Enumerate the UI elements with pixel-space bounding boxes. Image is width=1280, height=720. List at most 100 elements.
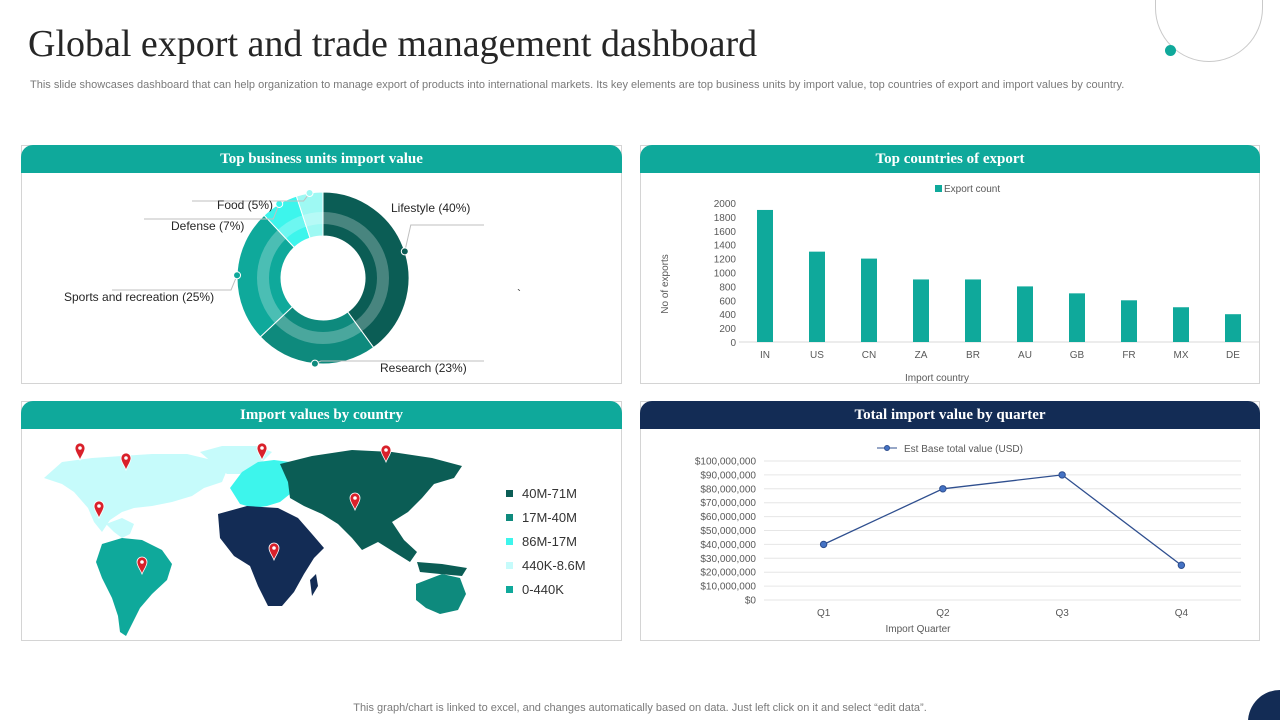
map-pin-center [78, 446, 82, 450]
bar-x-axis-title: Import country [905, 373, 969, 384]
line-x-tick-label: Q3 [1055, 608, 1069, 619]
map-pin-center [260, 446, 264, 450]
business-units-donut-chart[interactable]: ` Lifestyle (40%) Research (23%) Sports an… [22, 146, 623, 385]
donut-inner-ring [257, 212, 389, 344]
donut-slice[interactable] [295, 191, 324, 239]
line-x-tick-label: Q1 [817, 608, 831, 619]
line-point[interactable] [819, 540, 828, 549]
legend-swatch [506, 586, 513, 593]
bar-y-tick-label: 1200 [714, 255, 737, 266]
map-south-america[interactable] [96, 538, 172, 636]
bar[interactable] [757, 209, 773, 342]
map-southeast-asia[interactable] [417, 562, 467, 576]
bar-y-tick-label: 600 [719, 296, 736, 307]
donut-slice[interactable] [236, 214, 295, 338]
line-y-tick-label: $30,000,000 [700, 554, 756, 565]
bar-y-tick-label: 1600 [714, 227, 737, 238]
line-x-tick-label: Q2 [936, 608, 950, 619]
legend-swatch [506, 490, 513, 497]
business-units-panel: Top business units import value ` Lifest… [21, 145, 622, 384]
map-pin[interactable] [349, 492, 361, 512]
donut-label-dot [310, 359, 319, 368]
line-y-tick-label: $0 [745, 596, 757, 607]
donut-slice[interactable] [322, 191, 410, 349]
map-pin[interactable] [74, 442, 86, 462]
line-point[interactable] [1177, 561, 1186, 569]
line-y-tick-label: $70,000,000 [700, 498, 756, 509]
map-pin[interactable] [136, 556, 148, 576]
world-map[interactable] [22, 402, 623, 642]
bar-legend-swatch [935, 185, 942, 192]
export-countries-panel: Top countries of export Export count 0 200… [640, 145, 1260, 384]
bar-x-tick-label: BR [966, 350, 980, 361]
bar-x-tick-label: AU [1018, 350, 1032, 361]
line-y-tick-label: $10,000,000 [700, 582, 756, 593]
line-x-axis-title: Import Quarter [885, 624, 951, 635]
map-pin-group [74, 442, 392, 576]
bar-legend-label: Export count [944, 184, 1000, 195]
map-north-america[interactable] [44, 454, 227, 532]
line-y-tick-label: $40,000,000 [700, 540, 756, 551]
stray-mark: ` [517, 287, 521, 301]
quarter-value-header: Total import value by quarter [640, 401, 1260, 429]
map-australia[interactable] [416, 574, 466, 614]
map-europe[interactable] [230, 460, 294, 508]
legend-swatch [506, 514, 513, 521]
map-pin-center [384, 448, 388, 452]
line-point[interactable] [939, 485, 947, 493]
bar-x-tick-label: GB [1070, 350, 1085, 361]
map-pin-center [97, 504, 101, 508]
business-units-header: Top business units import value [21, 145, 622, 173]
map-pin[interactable] [120, 452, 132, 472]
bar[interactable] [1069, 293, 1085, 342]
donut-leader-line [404, 224, 484, 252]
bar[interactable] [809, 251, 825, 342]
legend-swatch [506, 538, 513, 545]
bar-x-tick-label: FR [1122, 350, 1135, 361]
legend-item: 440K-8.6M [506, 558, 586, 573]
line-y-tick-label: $20,000,000 [700, 568, 756, 579]
bar[interactable] [1225, 314, 1241, 342]
bar[interactable] [913, 279, 929, 342]
map-pin-center [140, 560, 144, 564]
quarter-value-line-chart[interactable]: Est Base total value (USD) $0 $10,000,000 $… [641, 402, 1261, 642]
donut-data-label: Defense (7%) [171, 219, 244, 233]
line-legend-marker [884, 445, 890, 451]
line-point[interactable] [1058, 471, 1066, 479]
line-series[interactable] [823, 474, 1182, 566]
bar[interactable] [1121, 300, 1137, 342]
map-pin[interactable] [268, 542, 280, 562]
map-asia[interactable] [280, 450, 462, 562]
map-africa[interactable] [218, 506, 324, 606]
map-pin[interactable] [380, 444, 392, 464]
bar-y-tick-label: 400 [719, 310, 736, 321]
bar-x-tick-label: IN [760, 350, 770, 361]
bar-y-tick-label: 1000 [714, 269, 737, 280]
bar[interactable] [1017, 286, 1033, 342]
map-pin[interactable] [93, 500, 105, 520]
donut-label-dot [275, 199, 284, 208]
legend-label: 0-440K [522, 582, 564, 597]
bar-y-tick-label: 200 [719, 324, 736, 335]
bar[interactable] [1173, 307, 1189, 342]
export-countries-bar-chart[interactable]: Export count 0 200 400 600 800 1000 1200 1400 160… [641, 146, 1261, 385]
map-pin[interactable] [256, 442, 268, 462]
page-title: Global export and trade management dashb… [28, 23, 758, 65]
donut-data-label: Food (5%) [217, 198, 273, 212]
map-madagascar[interactable] [310, 574, 318, 596]
map-pin-center [353, 496, 357, 500]
legend-label: 440K-8.6M [522, 558, 586, 573]
legend-label: 17M-40M [522, 510, 577, 525]
donut-slice[interactable] [259, 306, 375, 365]
bar[interactable] [965, 279, 981, 342]
bar[interactable] [861, 258, 877, 342]
donut-data-label: Research (23%) [380, 361, 467, 375]
import-map-header: Import values by country [21, 401, 622, 429]
legend-item: 86M-17M [506, 534, 577, 549]
import-map-panel: Import values by country 40M-71M 17M-40M… [21, 401, 622, 641]
map-central-america[interactable] [106, 518, 134, 538]
page-subtitle: This slide showcases dashboard that can … [30, 79, 1125, 91]
line-y-tick-label: $60,000,000 [700, 512, 756, 523]
line-legend-label: Est Base total value (USD) [904, 444, 1023, 455]
donut-leader-line [144, 203, 280, 220]
